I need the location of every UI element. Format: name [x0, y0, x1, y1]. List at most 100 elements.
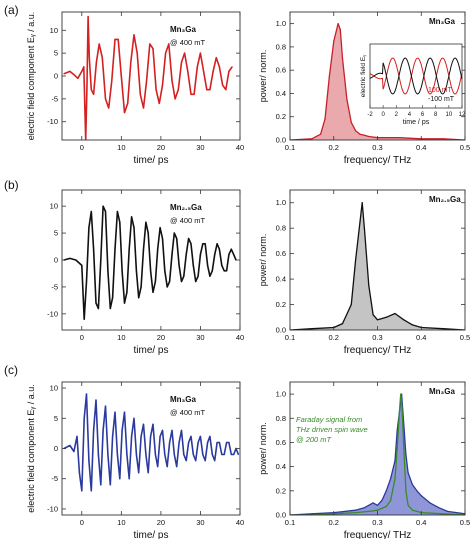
data-point: [76, 435, 78, 437]
data-point: [69, 70, 71, 72]
data-point: [171, 80, 173, 82]
y-tick-label: 0.8: [276, 414, 286, 423]
inset-series-100mT: [369, 57, 463, 95]
data-point: [166, 286, 168, 288]
x-tick-label: 0.5: [460, 143, 470, 152]
x-tick-label: 0.4: [416, 333, 426, 342]
y-tick-label: 0.0: [276, 326, 286, 335]
x-tick-label: 0.4: [416, 143, 426, 152]
data-point: [88, 227, 90, 229]
faraday-note: THz driven spin wave: [296, 425, 368, 434]
y-tick-label: 0.6: [276, 249, 286, 258]
y-tick-label: 0.6: [276, 438, 286, 447]
data-point: [209, 435, 211, 437]
data-point: [87, 16, 89, 18]
row-label: (b): [4, 178, 19, 192]
data-point: [73, 450, 75, 453]
data-point: [420, 495, 422, 497]
data-point: [407, 472, 409, 474]
data-point: [438, 507, 440, 509]
data-point: [204, 460, 206, 462]
data-point: [350, 121, 352, 124]
data-point: [361, 202, 363, 204]
data-point: [81, 70, 83, 72]
data-point: [169, 280, 171, 283]
plot-area: [290, 22, 465, 140]
data-point: [159, 435, 161, 437]
data-point: [146, 80, 148, 82]
inset-x-tick-label: 0: [381, 112, 385, 118]
data-point: [390, 478, 392, 480]
data-point: [136, 52, 138, 54]
y-tick-label: 10: [50, 26, 58, 35]
sample-label: Mn₃Ga: [429, 17, 455, 26]
data-point: [86, 89, 88, 91]
data-point: [168, 43, 170, 45]
data-point: [231, 66, 233, 68]
data-point: [133, 227, 135, 229]
y-tick-label: -10: [47, 117, 58, 126]
data-point: [363, 227, 365, 229]
data-point: [111, 80, 113, 82]
y-tick-label: 0.4: [276, 275, 286, 284]
data-point: [411, 509, 414, 511]
inset-x-tick-label: 6: [421, 112, 425, 118]
data-point: [188, 441, 190, 444]
data-point: [355, 130, 357, 132]
data-point: [133, 34, 135, 36]
data-point: [333, 40, 335, 42]
data-point: [237, 453, 239, 456]
x-axis-title: frequency/ THz: [344, 155, 412, 166]
data-point: [97, 307, 99, 310]
data-point: [75, 259, 77, 261]
x-tick-label: 0.3: [372, 518, 382, 527]
data-point: [120, 75, 122, 77]
data-point: [355, 511, 357, 514]
inset-x-tick-label: -2: [367, 112, 373, 118]
series-line: [290, 22, 465, 140]
data-point: [411, 484, 414, 486]
y-tick-label: 0.4: [276, 462, 286, 471]
data-point: [226, 270, 228, 272]
data-point: [164, 453, 166, 456]
data-point: [196, 66, 198, 68]
plot-frame: [289, 189, 466, 331]
data-point: [180, 280, 183, 283]
data-point: [78, 472, 80, 474]
panel-c-spectrum: 0.1 0.2 0.3 0.4 0.5 0.0 0.2 0.4 0.6 0.8 1.0 frequen…: [258, 381, 470, 539]
x-tick-label: 0.1: [285, 333, 295, 342]
data-point: [77, 77, 79, 79]
data-point: [188, 237, 190, 240]
data-point: [401, 405, 403, 407]
data-point: [173, 453, 175, 456]
x-tick-label: 30: [196, 333, 204, 342]
data-point: [157, 248, 159, 250]
y-tick-label: -5: [51, 94, 58, 103]
data-point: [171, 429, 173, 431]
spectrum-fill: [290, 202, 465, 330]
data-point: [363, 134, 365, 136]
data-point: [446, 510, 449, 512]
data-point: [69, 444, 71, 447]
data-point: [394, 312, 396, 315]
data-point: [187, 70, 189, 72]
data-point: [442, 328, 444, 330]
data-point: [190, 435, 192, 437]
data-point: [154, 453, 156, 456]
x-tick-label: 30: [196, 143, 204, 152]
data-point: [121, 270, 123, 272]
inset-x-tick-label: 10: [446, 112, 453, 118]
data-point: [202, 453, 204, 456]
sample-label: Mn₃Ga: [170, 25, 196, 34]
data-point: [112, 435, 114, 437]
data-point: [157, 466, 159, 468]
data-point: [93, 93, 95, 95]
faraday-note: @ 200 mT: [296, 435, 333, 444]
data-point: [104, 210, 107, 213]
y-tick-label: 0.8: [276, 42, 286, 51]
data-point: [218, 441, 220, 444]
data-point: [100, 259, 102, 261]
data-point: [372, 314, 374, 316]
data-point: [403, 423, 405, 425]
